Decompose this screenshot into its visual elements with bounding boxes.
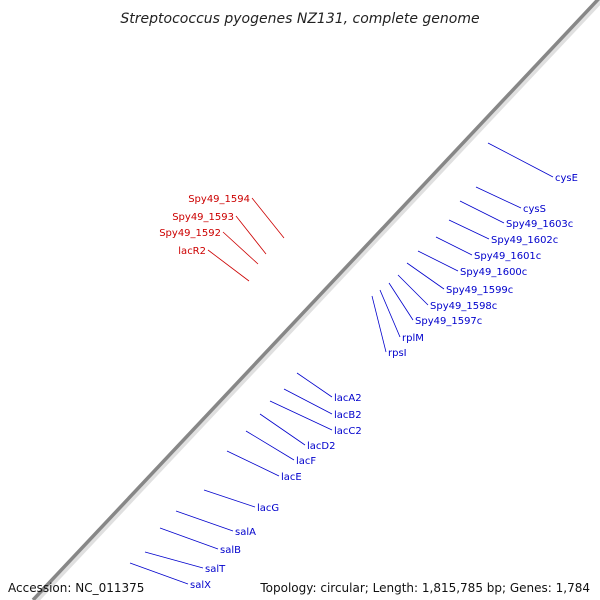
gene-label-spy49_1593: Spy49_1593: [172, 212, 234, 223]
label-leader: [379, 289, 401, 338]
label-leader: [417, 250, 459, 272]
label-leader: [251, 197, 285, 239]
label-leader: [129, 562, 189, 585]
gene-label-lace: lacE: [281, 472, 302, 483]
label-leader: [235, 215, 267, 255]
label-leader: [159, 527, 219, 550]
topology-label: Topology: circular; Length: 1,815,785 bp…: [260, 581, 590, 595]
label-leader: [207, 249, 250, 282]
gene-label-lacb2: lacB2: [334, 410, 362, 421]
label-leader: [175, 510, 234, 532]
label-leader: [406, 262, 445, 290]
gene-label-rplm: rplM: [402, 333, 424, 344]
backbone-shadow: [34, 0, 600, 600]
label-leader: [487, 142, 554, 178]
label-leader: [475, 186, 522, 209]
label-leader: [245, 430, 295, 461]
gene-label-spy49_1598c: Spy49_1598c: [430, 301, 497, 312]
label-leader: [435, 236, 473, 256]
gene-label-laca2: lacA2: [334, 393, 362, 404]
label-leader: [448, 219, 490, 240]
gene-label-sala: salA: [235, 527, 256, 538]
label-leader: [388, 282, 414, 321]
label-leader: [459, 200, 505, 224]
backbone-line: [31, 0, 600, 600]
gene-labels: cysE cysS Spy49_1603c Spy49_1602c Spy49_1601…: [129, 142, 578, 591]
label-leader: [203, 489, 256, 508]
gene-label-spy49_1601c: Spy49_1601c: [474, 251, 541, 262]
label-leader: [226, 450, 280, 477]
backbone: [31, 0, 600, 600]
gene-label-spy49_1603c: Spy49_1603c: [506, 219, 573, 230]
gene-label-salt: salT: [205, 564, 226, 575]
gene-label-lacr2: lacR2: [178, 246, 206, 257]
gene-label-salx: salX: [190, 580, 211, 591]
label-leader: [222, 231, 259, 265]
gene-label-spy49_1592: Spy49_1592: [159, 228, 221, 239]
label-leader: [371, 295, 387, 353]
gene-label-cyse: cysE: [555, 173, 578, 184]
label-leader: [283, 388, 333, 415]
gene-label-lacd2: lacD2: [307, 441, 335, 452]
label-leader: [259, 413, 306, 446]
label-leader: [144, 551, 204, 569]
gene-label-spy49_1594: Spy49_1594: [188, 194, 250, 205]
gene-label-lacc2: lacC2: [334, 426, 362, 437]
gene-label-spy49_1597c: Spy49_1597c: [415, 316, 482, 327]
label-leader: [296, 372, 333, 398]
gene-label-spy49_1599c: Spy49_1599c: [446, 285, 513, 296]
gene-label-cyss: cysS: [523, 204, 546, 215]
label-leader: [269, 400, 333, 431]
gene-label-lacf: lacF: [296, 456, 316, 467]
gene-label-spy49_1602c: Spy49_1602c: [491, 235, 558, 246]
accession-label: Accession: NC_011375: [8, 581, 145, 595]
gene-label-spy49_1600c: Spy49_1600c: [460, 267, 527, 278]
gene-label-lacg: lacG: [257, 503, 279, 514]
gene-label-salb: salB: [220, 545, 241, 556]
map-title: Streptococcus pyogenes NZ131, complete g…: [120, 11, 479, 27]
label-leader: [397, 274, 429, 306]
gene-label-rpsi: rpsI: [388, 348, 407, 359]
